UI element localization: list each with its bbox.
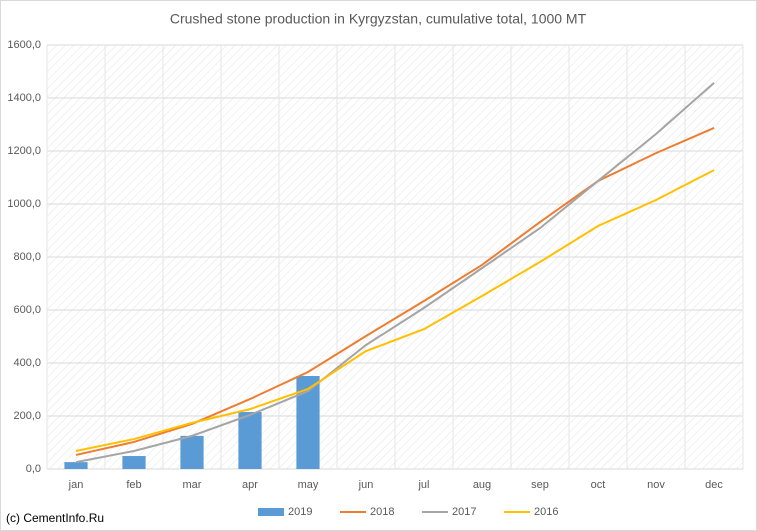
legend-label: 2017: [452, 506, 476, 518]
x-tick-label: dec: [705, 479, 723, 491]
x-tick-label: mar: [183, 479, 202, 491]
y-tick-label: 1400,0: [7, 92, 41, 104]
x-tick-label: nov: [647, 479, 665, 491]
legend-label: 2018: [370, 506, 394, 518]
x-tick-label: jan: [68, 479, 84, 491]
y-tick-label: 1000,0: [7, 198, 41, 210]
x-tick-label: jun: [358, 479, 374, 491]
x-tick-label: oct: [591, 479, 606, 491]
x-tick-label: may: [298, 479, 319, 491]
x-tick-label: aug: [473, 479, 491, 491]
legend-swatch: [258, 508, 284, 516]
legend-label: 2016: [534, 506, 558, 518]
chart-title: Crushed stone production in Kyrgyzstan, …: [170, 11, 587, 27]
line: [75, 169, 715, 452]
y-tick-label: 1600,0: [7, 39, 41, 51]
y-tick-label: 0,0: [26, 463, 41, 475]
annotation: (c) CementInfo.Ru: [6, 511, 104, 525]
line: [75, 82, 715, 464]
y-tick-label: 200,0: [13, 410, 41, 422]
bar: [296, 375, 320, 469]
bar: [64, 462, 88, 469]
x-tick-label: apr: [242, 479, 258, 491]
y-tick-label: 400,0: [13, 357, 41, 369]
line: [75, 127, 715, 456]
bar: [122, 456, 146, 469]
x-tick-label: jul: [417, 479, 429, 491]
y-tick-label: 1200,0: [7, 145, 41, 157]
x-tick-label: sep: [531, 479, 549, 491]
x-tick-label: feb: [126, 479, 141, 491]
bar: [180, 435, 204, 469]
bar: [238, 412, 262, 469]
legend-label: 2019: [288, 506, 312, 518]
y-tick-label: 800,0: [13, 251, 41, 263]
y-tick-label: 600,0: [13, 304, 41, 316]
